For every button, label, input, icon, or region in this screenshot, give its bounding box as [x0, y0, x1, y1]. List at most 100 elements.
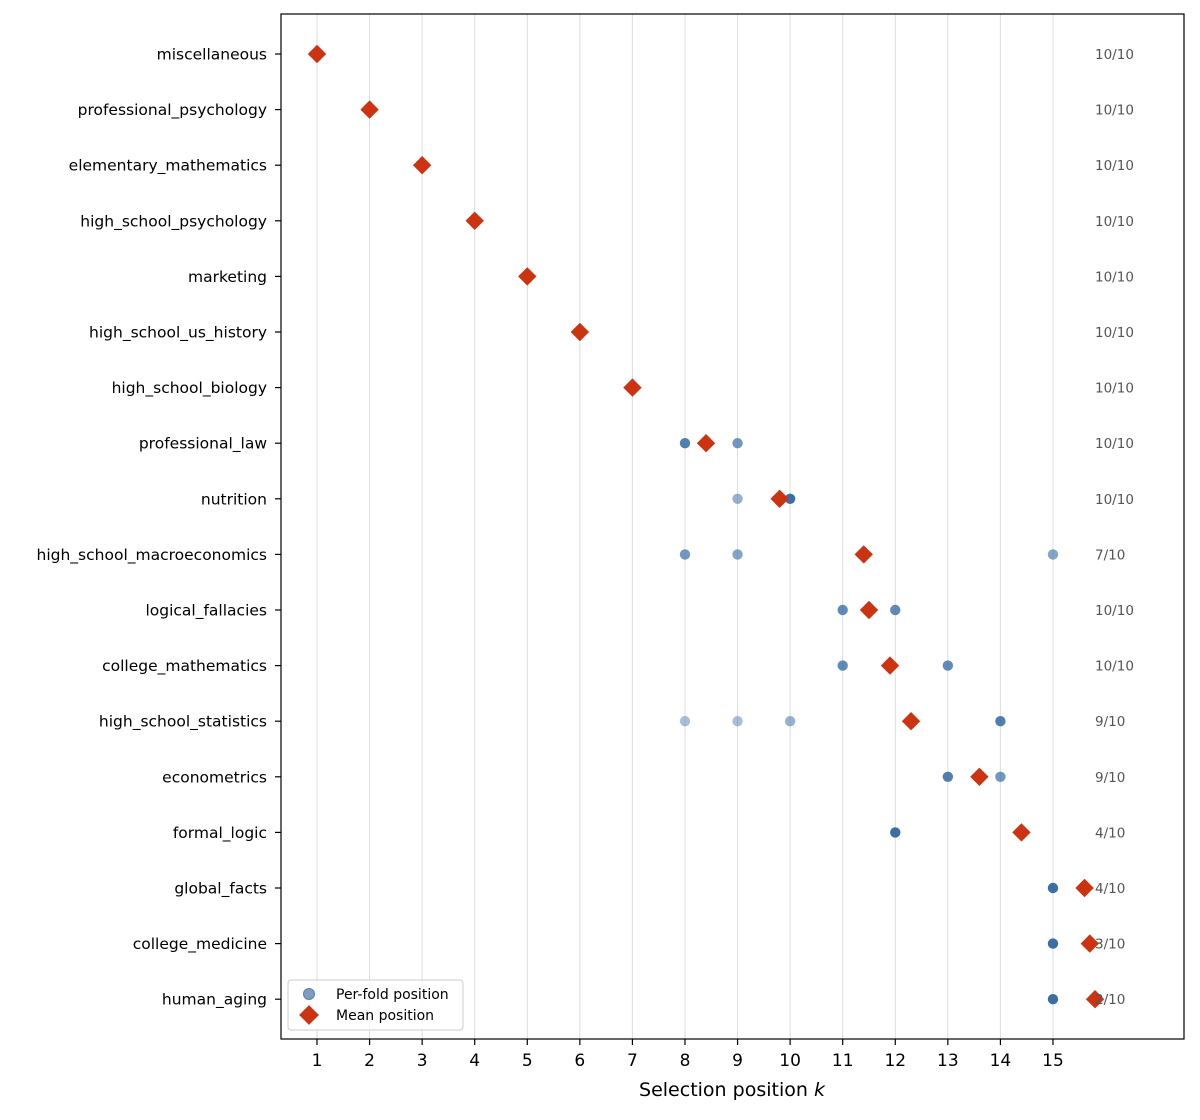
x-tick-labels: 1 2 3 4 5 6 7 8 9 10 11 12 13 14 15: [312, 1039, 1064, 1071]
x-tick-label: 4: [469, 1051, 480, 1071]
grid-lines: [316, 14, 1054, 1039]
fraction-label: 9/10: [1095, 714, 1125, 730]
y-tick-label: college_medicine: [133, 935, 267, 954]
per-fold-point: [732, 493, 743, 504]
mean-point: [970, 767, 989, 786]
x-tick-label: 12: [884, 1051, 906, 1071]
y-tick-labels: miscellaneous professional_psychologyelem…: [37, 46, 281, 1010]
y-tick-label: human_aging: [162, 991, 267, 1010]
fraction-label: 10/10: [1095, 325, 1134, 341]
per-fold-point: [890, 604, 901, 616]
mean-point: [465, 211, 484, 230]
x-tick-label: 13: [937, 1051, 959, 1071]
x-axis-title: Selection position k: [639, 1079, 826, 1101]
mean-point: [412, 156, 432, 175]
x-axis-title-text: Selection position: [639, 1079, 808, 1101]
mean-point: [570, 322, 590, 342]
legend: Per-fold position Mean position: [287, 979, 464, 1031]
per-fold-point: [679, 549, 691, 560]
mean-point: [859, 600, 879, 620]
legend-mean-label: Mean position: [336, 1008, 434, 1024]
fraction-label: 10/10: [1095, 492, 1134, 508]
x-tick-label: 15: [1042, 1051, 1064, 1071]
y-tick-label: elementary_mathematics: [69, 157, 267, 176]
mean-point: [1080, 934, 1099, 953]
y-tick-label: high_school_statistics: [99, 713, 267, 732]
fraction-label: 10/10: [1095, 214, 1134, 230]
fraction-label: 2/10: [1095, 992, 1125, 1008]
legend-per-fold-label: Per-fold position: [336, 987, 449, 1003]
x-tick-label: 6: [574, 1051, 585, 1071]
per-fold-point: [995, 716, 1006, 727]
y-tick-label: nutrition: [201, 490, 267, 508]
y-tick-label: college_mathematics: [102, 657, 267, 676]
per-fold-point: [1047, 549, 1059, 560]
fraction-label: 4/10: [1095, 881, 1125, 897]
per-fold-point: [837, 604, 848, 616]
per-fold-point: [732, 438, 743, 449]
x-tick-label: 8: [680, 1051, 691, 1071]
x-tick-label: 7: [627, 1051, 638, 1071]
per-fold-point: [1047, 882, 1059, 894]
per-fold-point: [890, 827, 901, 838]
y-tick-label: econometrics: [162, 768, 267, 786]
fraction-label: 10/10: [1095, 269, 1134, 285]
mean-point: [1012, 823, 1031, 842]
per-fold-point: [942, 660, 954, 671]
mean-point: [770, 489, 789, 508]
y-tick-label: high_school_biology: [112, 379, 267, 398]
mean-point: [880, 656, 900, 675]
mean-point: [1085, 990, 1105, 1009]
per-fold-point: [837, 660, 848, 671]
fraction-label: 10/10: [1095, 103, 1134, 119]
per-fold-point: [732, 549, 743, 560]
y-tick-label: professional_law: [139, 435, 267, 454]
fraction-label: 10/10: [1095, 47, 1134, 63]
x-tick-label: 10: [779, 1051, 801, 1071]
mean-point: [901, 712, 921, 731]
y-tick-label: professional_psychology: [78, 101, 267, 120]
per-fold-point: [1047, 938, 1059, 949]
mean-point: [623, 378, 642, 397]
x-tick-label: 2: [364, 1051, 375, 1071]
fraction-label: 10/10: [1095, 603, 1134, 619]
x-tick-label: 9: [732, 1051, 743, 1071]
x-tick-label: 14: [990, 1051, 1012, 1071]
mean-point: [518, 267, 537, 286]
y-tick-label: high_school_macroeconomics: [37, 546, 267, 565]
x-axis-title-k: k: [814, 1079, 826, 1101]
fraction-label: 10/10: [1095, 659, 1134, 675]
y-tick-label: formal_logic: [173, 824, 267, 843]
x-tick-label: 11: [832, 1051, 854, 1071]
x-tick-label: 5: [522, 1051, 533, 1071]
per-fold-point: [1047, 994, 1059, 1005]
y-tick-label: high_school_us_history: [89, 324, 267, 343]
fraction-label: 3/10: [1095, 937, 1125, 953]
y-tick-label: marketing: [188, 268, 267, 286]
per-fold-point: [784, 493, 796, 504]
legend-mean-marker: [299, 1005, 319, 1025]
plot-frame: [280, 13, 1185, 1040]
mean-point: [854, 545, 873, 564]
y-tick-label: global_facts: [174, 880, 267, 899]
y-tick-label: high_school_psychology: [80, 212, 267, 231]
per-fold-point: [679, 438, 691, 449]
y-tick-label: miscellaneous: [157, 46, 267, 64]
fraction-label: 10/10: [1095, 436, 1134, 452]
legend-per-fold-marker: [303, 988, 315, 1000]
fraction-labels: 10/10 10/10 10/10 10/10 10/10 10/10 10/10 10/10…: [1095, 47, 1134, 1008]
fraction-label: 10/10: [1095, 381, 1134, 397]
y-tick-label: logical_fallacies: [145, 602, 267, 621]
per-fold-point: [942, 771, 954, 782]
mean-point: [307, 44, 327, 64]
mean-point: [1075, 878, 1094, 898]
mean-point: [360, 100, 379, 119]
per-fold-point: [784, 716, 796, 727]
fraction-label: 7/10: [1095, 547, 1125, 563]
fraction-label: 10/10: [1095, 158, 1134, 174]
x-tick-label: 3: [417, 1051, 428, 1071]
legend-box: [287, 979, 464, 1031]
per-fold-point: [679, 716, 691, 727]
mean-point: [696, 434, 716, 453]
